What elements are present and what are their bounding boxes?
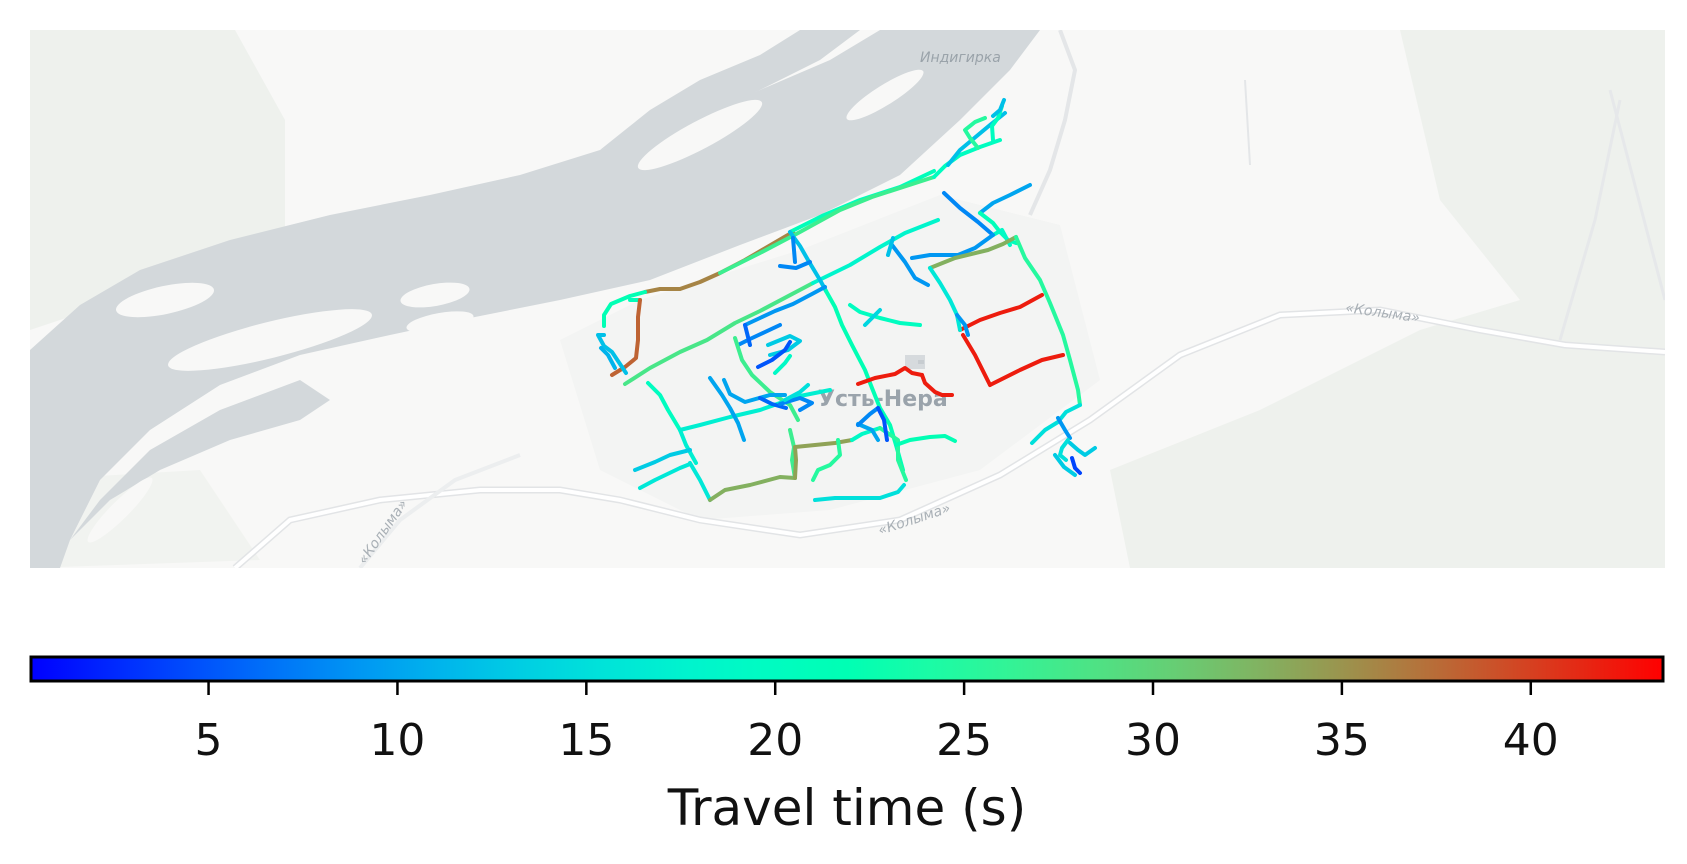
street-segment [623, 281, 815, 386]
street-segment [863, 308, 882, 327]
colorbar-tick-label: 35 [1314, 715, 1370, 766]
street-segment [633, 448, 692, 472]
island [168, 309, 372, 371]
island [846, 69, 924, 121]
street-segment [811, 218, 940, 285]
island [87, 477, 153, 543]
street-segment [778, 396, 814, 412]
street-segment [928, 235, 1018, 270]
river-label: Индигирка [920, 50, 1001, 66]
island [400, 282, 470, 308]
street-segment [756, 340, 792, 369]
street-segment [876, 406, 889, 442]
street-segment [963, 116, 987, 150]
street-segment [955, 313, 970, 337]
road-east-2 [1608, 89, 1665, 301]
street-segment [890, 243, 930, 287]
island [116, 282, 214, 318]
road-east-1 [1558, 99, 1622, 341]
island [406, 311, 474, 333]
colorbar-tick-label: 25 [936, 715, 992, 766]
street-segment [856, 422, 880, 442]
street-segment [1014, 235, 1082, 407]
street-segment [783, 383, 810, 402]
colorbar-tick-label: 5 [195, 715, 223, 766]
street-segment [708, 376, 746, 442]
colorbar-tick-label: 10 [369, 715, 425, 766]
river-arm-north [600, 30, 860, 150]
river-channel [70, 380, 330, 540]
street-segment [958, 293, 1044, 332]
street-segment [743, 323, 752, 347]
street-segment [978, 183, 1032, 215]
street-segment [1056, 416, 1072, 440]
street-segment [718, 175, 936, 275]
street-segment [932, 138, 1002, 179]
building [918, 360, 924, 364]
street-segment [688, 461, 712, 502]
street-segment [1070, 456, 1082, 475]
street-segment [708, 475, 797, 502]
colorbar-tick-label: 40 [1503, 715, 1559, 766]
street-segment [743, 285, 827, 327]
street-segment [596, 333, 628, 375]
street-segment [599, 346, 617, 370]
street-segment [920, 373, 954, 397]
street-segment [942, 191, 995, 237]
colorbar-gradient [29, 655, 1665, 683]
street-segment [733, 336, 800, 422]
place-label: Усть-Нера [818, 387, 948, 412]
river-indigirka [30, 30, 1040, 568]
street-network [596, 98, 1097, 502]
colorbar-ticks: 5 10 15 20 25 30 35 40 [195, 681, 1559, 766]
track [1244, 79, 1251, 166]
street-segment [1058, 438, 1070, 462]
street-segment [910, 233, 995, 260]
street-segment [988, 353, 1065, 387]
street-segment [894, 434, 957, 447]
building [905, 355, 925, 369]
street-segment [602, 290, 647, 328]
street-segment [856, 406, 880, 427]
colorbar-title: Travel time (s) [667, 779, 1026, 837]
street-segment [646, 381, 682, 432]
street-segment [788, 230, 828, 293]
street-segment [773, 354, 792, 375]
street-segment [1053, 453, 1077, 477]
street-segment [678, 428, 698, 465]
street-segment [886, 236, 895, 257]
colorbar-tick-label: 20 [747, 715, 803, 766]
street-segment [638, 462, 692, 490]
colorbar-tick-label: 30 [1125, 715, 1181, 766]
street-segment [778, 260, 812, 270]
street-segment [928, 266, 962, 332]
street-segment [791, 236, 797, 264]
street-segment [991, 98, 1006, 118]
street-segment [811, 438, 842, 482]
island [637, 99, 763, 171]
street-segment [1030, 403, 1082, 445]
street-segment [1068, 441, 1097, 457]
street-segment [813, 483, 906, 502]
colorbar: 5 10 15 20 25 30 35 40 Travel time (s) [29, 655, 1665, 837]
street-segment [758, 396, 788, 410]
street-segment [856, 366, 924, 386]
street-segment [722, 378, 787, 404]
road-west [358, 453, 521, 568]
settlement-area [560, 195, 1100, 520]
basemap: Индигирка «Колыма» «Колыма» «Колыма» Уст… [30, 30, 1665, 568]
street-segment [961, 333, 992, 387]
street-segment [878, 426, 908, 482]
street-segment [848, 303, 922, 327]
forest-area-east [1110, 30, 1665, 568]
highway-kolyma-fill [233, 307, 1665, 568]
colorbar-tick-label: 15 [558, 715, 614, 766]
road-north [1028, 30, 1078, 216]
